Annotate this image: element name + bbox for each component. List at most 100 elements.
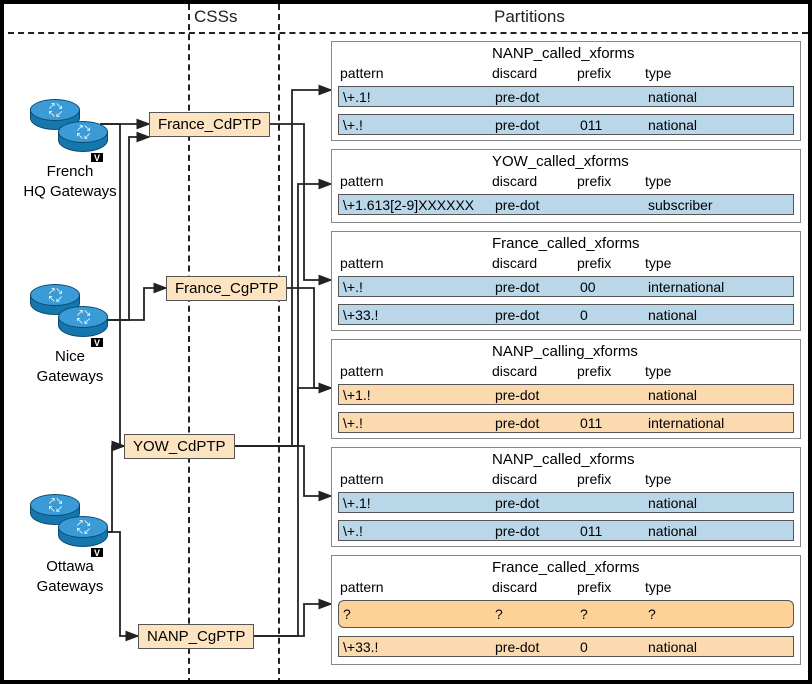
partition-title: NANP_calling_xforms <box>492 343 638 360</box>
table-row: \+.! pre-dot 011 national <box>338 114 794 135</box>
cell-prefix: 011 <box>580 521 602 540</box>
col-header-discard: discard <box>492 363 537 379</box>
cell-discard: pre-dot <box>495 385 539 404</box>
col-header-prefix: prefix <box>577 471 611 487</box>
gateway-icons: ↗↘↖↙ V ↗↘↖↙ V <box>30 494 110 556</box>
cell-type: national <box>648 87 697 106</box>
col-header-type: type <box>645 173 671 189</box>
col-header-discard: discard <box>492 65 537 81</box>
header-dash <box>8 32 808 34</box>
cell-prefix: 0 <box>580 305 588 324</box>
cell-type: national <box>648 305 697 324</box>
partition-title: NANP_called_xforms <box>492 451 635 468</box>
col-header-prefix: prefix <box>577 173 611 189</box>
col-header-type: type <box>645 579 671 595</box>
table-row: \+.! pre-dot 011 international <box>338 412 794 433</box>
table-row: \+1.! pre-dot national <box>338 384 794 405</box>
partition-p4: NANP_calling_xforms pattern discard pref… <box>331 339 801 439</box>
cell-prefix: 00 <box>580 277 596 296</box>
cell-discard: pre-dot <box>495 521 539 540</box>
table-row: ? ? ? ? <box>338 600 794 628</box>
table-row: \+33.! pre-dot 0 national <box>338 304 794 325</box>
cell-pattern: \+1.613[2-9]XXXXXX <box>343 195 474 214</box>
table-row: \+.! pre-dot 011 national <box>338 520 794 541</box>
cell-pattern: \+.! <box>343 413 363 432</box>
cell-discard: pre-dot <box>495 115 539 134</box>
cell-prefix: ? <box>580 601 588 627</box>
col-header-type: type <box>645 255 671 271</box>
cell-discard: pre-dot <box>495 493 539 512</box>
table-row: \+.1! pre-dot national <box>338 86 794 107</box>
cell-type: national <box>648 493 697 512</box>
css-box-france_cdptp: France_CdPTP <box>149 112 270 137</box>
cell-prefix: 011 <box>580 413 602 432</box>
table-row: \+1.613[2-9]XXXXXX pre-dot subscriber <box>338 194 794 215</box>
partitions-section-label: Partitions <box>494 7 565 27</box>
cell-pattern: \+33.! <box>343 637 378 656</box>
css-box-yow_cdptp: YOW_CdPTP <box>124 434 235 459</box>
table-row: \+.! pre-dot 00 international <box>338 276 794 297</box>
cell-type: ? <box>648 601 656 627</box>
cell-discard: pre-dot <box>495 195 539 214</box>
partition-p3: France_called_xforms pattern discard pre… <box>331 231 801 331</box>
cell-pattern: \+.! <box>343 115 363 134</box>
col-header-pattern: pattern <box>340 579 384 595</box>
col-header-type: type <box>645 471 671 487</box>
gateway-french: ↗↘↖↙ V ↗↘↖↙ V French HQ Gateways <box>10 99 130 201</box>
v-dash-2 <box>278 4 280 684</box>
cell-pattern: \+33.! <box>343 305 378 324</box>
col-header-pattern: pattern <box>340 471 384 487</box>
cell-discard: pre-dot <box>495 637 539 656</box>
col-header-pattern: pattern <box>340 65 384 81</box>
col-header-type: type <box>645 65 671 81</box>
gateway-ottawa: ↗↘↖↙ V ↗↘↖↙ V Ottawa Gateways <box>10 494 130 596</box>
partition-p2: YOW_called_xforms pattern discard prefix… <box>331 149 801 223</box>
v-dash-1 <box>188 4 190 684</box>
cell-type: national <box>648 385 697 404</box>
col-header-prefix: prefix <box>577 65 611 81</box>
css-box-nanp_cgptp: NANP_CgPTP <box>138 624 254 649</box>
cell-pattern: \+.! <box>343 277 363 296</box>
gateway-label-1: Ottawa <box>10 558 130 576</box>
partition-title: YOW_called_xforms <box>492 153 629 170</box>
col-header-prefix: prefix <box>577 363 611 379</box>
gateway-label-2: Gateways <box>10 368 130 386</box>
cell-type: international <box>648 277 724 296</box>
partition-p1: NANP_called_xforms pattern discard prefi… <box>331 41 801 141</box>
col-header-pattern: pattern <box>340 363 384 379</box>
col-header-discard: discard <box>492 579 537 595</box>
col-header-prefix: prefix <box>577 255 611 271</box>
cell-pattern: \+.1! <box>343 493 371 512</box>
table-row: \+33.! pre-dot 0 national <box>338 636 794 657</box>
col-header-discard: discard <box>492 255 537 271</box>
partition-p5: NANP_called_xforms pattern discard prefi… <box>331 447 801 547</box>
cell-pattern: \+1.! <box>343 385 371 404</box>
cell-type: national <box>648 637 697 656</box>
gateway-icons: ↗↘↖↙ V ↗↘↖↙ V <box>30 284 110 346</box>
partition-p6: France_called_xforms pattern discard pre… <box>331 555 801 665</box>
cell-discard: pre-dot <box>495 305 539 324</box>
cell-type: subscriber <box>648 195 713 214</box>
css-box-france_cgptp: France_CgPTP <box>166 276 287 301</box>
partition-title: France_called_xforms <box>492 559 640 576</box>
col-header-type: type <box>645 363 671 379</box>
cell-pattern: \+.1! <box>343 87 371 106</box>
cell-pattern: \+.! <box>343 521 363 540</box>
cell-pattern: ? <box>343 601 351 627</box>
cell-discard: pre-dot <box>495 413 539 432</box>
gateway-icons: ↗↘↖↙ V ↗↘↖↙ V <box>30 99 110 161</box>
cell-type: international <box>648 413 724 432</box>
gateway-nice: ↗↘↖↙ V ↗↘↖↙ V Nice Gateways <box>10 284 130 386</box>
cell-discard: ? <box>495 601 503 627</box>
cell-type: national <box>648 521 697 540</box>
cell-discard: pre-dot <box>495 87 539 106</box>
table-row: \+.1! pre-dot national <box>338 492 794 513</box>
gateway-label-1: Nice <box>10 348 130 366</box>
csss-section-label: CSSs <box>194 7 237 27</box>
cell-prefix: 011 <box>580 115 602 134</box>
cell-type: national <box>648 115 697 134</box>
partition-title: NANP_called_xforms <box>492 45 635 62</box>
col-header-pattern: pattern <box>340 255 384 271</box>
cell-discard: pre-dot <box>495 277 539 296</box>
cell-prefix: 0 <box>580 637 588 656</box>
